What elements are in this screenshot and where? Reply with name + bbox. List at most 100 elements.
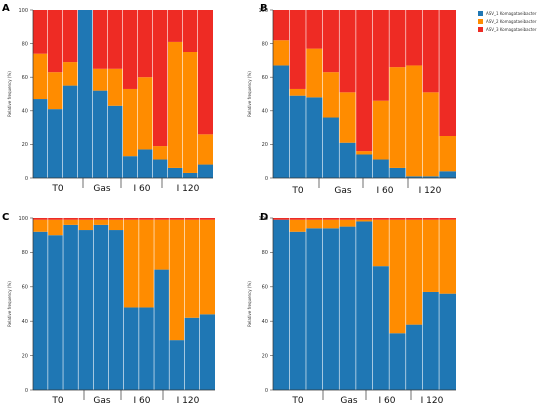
bar-segment — [108, 218, 124, 220]
legend-label: ASV_1 Komagataeibacter — [486, 11, 537, 16]
bar-segment — [198, 134, 213, 165]
bar-segment — [78, 10, 93, 178]
bar-segment — [322, 218, 340, 220]
bar-segment — [372, 219, 390, 267]
bar-segment — [356, 218, 373, 220]
panel-c: C Relative frequency (%) 0 20 40 60 80 100 T0 Gas… — [2, 212, 215, 406]
bar-segment — [406, 10, 423, 66]
bar-segment — [108, 230, 124, 390]
bar-segment — [439, 219, 456, 294]
bar-segment — [322, 10, 340, 73]
bar-segment — [273, 10, 290, 41]
y-tick-label: 80 — [262, 250, 268, 256]
bar-segment — [154, 219, 170, 270]
bar-segment — [389, 219, 407, 334]
y-axis-label: Relative frequency (%) — [247, 281, 252, 327]
bar-segment — [63, 219, 79, 225]
bar-segment — [183, 10, 198, 52]
bar-segment — [108, 105, 123, 178]
bar-segment — [93, 218, 109, 220]
x-group-label: T0 — [291, 396, 303, 406]
bar-segment — [123, 10, 138, 89]
bar-segment — [198, 164, 213, 178]
bar-segment — [169, 340, 185, 390]
y-tick-label: 100 — [258, 8, 268, 14]
bar-segment — [63, 218, 79, 220]
bar-segment — [138, 149, 153, 178]
bar-segment — [124, 219, 140, 308]
bar-segment — [372, 100, 390, 160]
legend-swatch — [478, 27, 483, 32]
bar-segment — [422, 218, 440, 220]
bar-segment — [199, 218, 215, 220]
bar-segment — [439, 171, 456, 178]
bar-segment — [306, 48, 323, 98]
bar-segment — [184, 219, 200, 318]
bar-segment — [48, 10, 63, 73]
x-group-label: I 120 — [177, 396, 200, 406]
bar-segment — [273, 218, 290, 220]
x-group-label: T0 — [51, 396, 63, 406]
bar-segment — [422, 219, 440, 292]
x-group-label: I 60 — [377, 186, 394, 196]
bar-segment — [406, 176, 423, 178]
bar-segment — [93, 68, 108, 91]
bar-segment — [139, 219, 155, 308]
y-tick-label: 0 — [25, 388, 28, 394]
bar-segment — [389, 67, 407, 168]
bar-segment — [289, 218, 307, 220]
bar-segment — [389, 218, 407, 220]
panel-letter: A — [2, 3, 10, 14]
y-tick-label: 40 — [22, 109, 28, 115]
bar-segment — [154, 218, 170, 220]
bar-segment — [33, 10, 48, 54]
x-group-label: I 120 — [177, 184, 200, 194]
bar-segment — [33, 99, 48, 178]
bar-segment — [339, 92, 357, 143]
bar-segment — [93, 90, 108, 178]
bar-segment — [339, 226, 357, 390]
bar-segment — [322, 219, 340, 229]
bar-segment — [306, 218, 323, 220]
bar-segment — [322, 72, 340, 118]
bar-segment — [306, 228, 323, 390]
bar-segment — [153, 159, 168, 178]
bar-segment — [289, 231, 307, 390]
bar-segment — [322, 228, 340, 390]
bar-segment — [48, 235, 64, 390]
bar-segment — [93, 10, 108, 69]
bar-segment — [168, 10, 183, 42]
bar-segment — [48, 218, 64, 220]
bar-segment — [124, 307, 140, 390]
bar-segment — [138, 10, 153, 78]
y-axis-label: Relative frequency (%) — [247, 71, 252, 117]
bar-segment — [108, 219, 124, 231]
y-tick-label: 100 — [18, 8, 28, 14]
bar-segment — [199, 219, 215, 315]
bar-segment — [33, 218, 49, 220]
y-tick-label: 60 — [22, 285, 28, 291]
bar-segment — [78, 218, 94, 220]
x-group-label: T0 — [291, 186, 303, 196]
bar-segment — [124, 218, 140, 220]
bar-segment — [63, 62, 78, 86]
bar-segment — [439, 136, 456, 172]
bar-segment — [356, 219, 373, 222]
bar-segment — [322, 117, 340, 178]
bar-segment — [154, 269, 170, 390]
y-tick-label: 100 — [258, 216, 268, 222]
y-tick-label: 0 — [265, 176, 268, 182]
bar-segment — [123, 88, 138, 157]
y-axis-label: Relative frequency (%) — [7, 281, 12, 327]
bar-segment — [138, 77, 153, 150]
y-tick-label: 40 — [262, 109, 268, 115]
bar-segment — [169, 219, 185, 341]
bar-segment — [183, 52, 198, 173]
legend-label: ASV_3 Komagataeibacter — [486, 27, 537, 32]
bar-segment — [389, 10, 407, 68]
bar-segment — [184, 317, 200, 390]
x-group-label: I 60 — [379, 396, 396, 406]
x-group-label: Gas — [93, 396, 110, 406]
bar-segment — [356, 221, 373, 390]
bar-segment — [63, 85, 78, 178]
